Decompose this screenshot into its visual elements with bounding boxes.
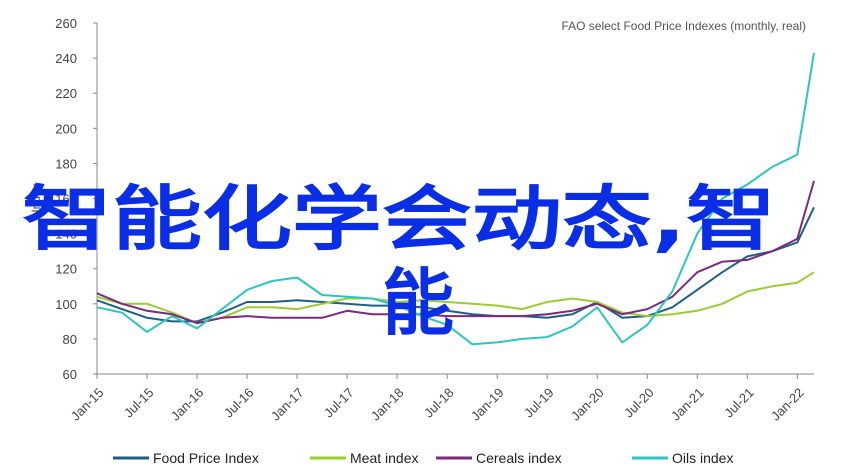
x-tick-label: Jan-19 <box>468 385 507 424</box>
x-tick-label: Jul-18 <box>421 385 457 421</box>
y-tick-label: 200 <box>55 121 77 136</box>
x-tick-label: Jan-15 <box>68 385 107 424</box>
legend-label-meat-index: Meat index <box>350 450 418 466</box>
x-tick-label: Jul-20 <box>621 385 657 421</box>
series-line-cereals-index <box>96 180 815 325</box>
legend: Food Price Index Meat index Cereals index O… <box>113 450 733 466</box>
series-line-food-price-index <box>96 206 815 323</box>
x-tick-label: Jan-20 <box>568 385 607 424</box>
legend-label-cereals-index: Cereals index <box>476 450 562 466</box>
legend-label-food-price-index: Food Price Index <box>153 450 259 466</box>
x-tick-label: Jul-15 <box>121 385 157 421</box>
x-tick-label: Jan-17 <box>268 385 307 424</box>
y-tick-label: 80 <box>63 332 77 347</box>
chart-title: FAO select Food Price Indexes (monthly, … <box>561 19 806 33</box>
y-tick-label: 240 <box>55 51 77 66</box>
x-tick-label: Jan-22 <box>768 385 807 424</box>
y-tick-label: 180 <box>55 156 77 171</box>
x-tick-label: Jul-19 <box>521 385 557 421</box>
x-tick-label: Jul-17 <box>321 385 357 421</box>
series-line-oils-index <box>96 52 815 346</box>
series-lines <box>96 52 815 346</box>
x-tick-label: Jan-16 <box>168 385 207 424</box>
legend-label-oils-index: Oils index <box>672 450 733 466</box>
y-tick-label: 160 <box>55 192 77 207</box>
y-axis-label: Index <box>29 183 43 212</box>
y-tick-label: 140 <box>55 227 77 242</box>
y-tick-label: 60 <box>63 367 77 382</box>
y-tick-label: 120 <box>55 262 77 277</box>
y-tick-label: 220 <box>55 86 77 101</box>
x-tick-label: Jul-21 <box>721 385 757 421</box>
y-tick-label: 100 <box>55 297 77 312</box>
y-tick-label: 260 <box>55 16 77 31</box>
x-tick-label: Jan-21 <box>668 385 707 424</box>
overlay-title-line1: 智能化学会动态,智 <box>22 178 776 260</box>
x-tick-label: Jul-16 <box>221 385 257 421</box>
overlay-title-line2: 能 <box>382 261 454 345</box>
x-tick-label: Jan-18 <box>368 385 407 424</box>
